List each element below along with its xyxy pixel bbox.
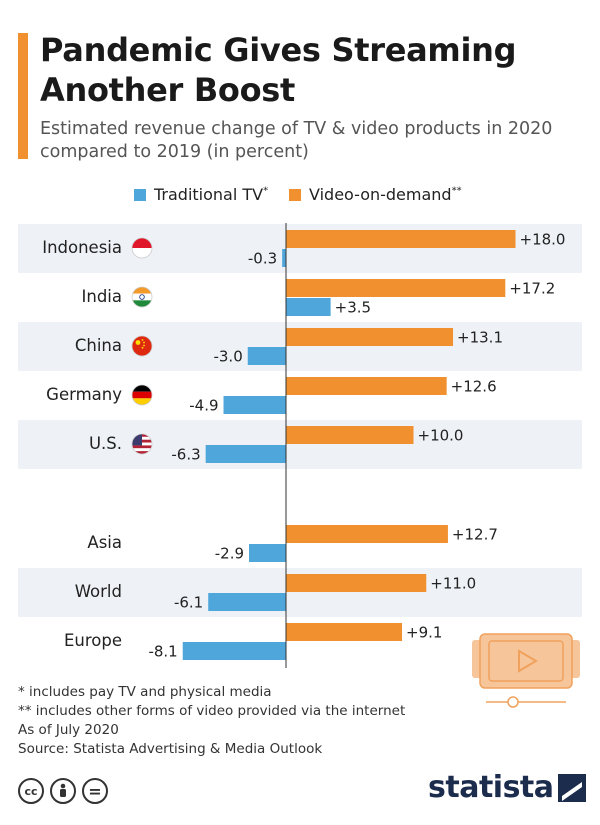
flags — [131, 237, 153, 455]
category-label-0: Indonesia — [42, 238, 122, 257]
us-flag-icon — [131, 433, 153, 455]
bar-traditional-0 — [282, 249, 286, 267]
indonesia-flag-icon — [131, 237, 153, 259]
label-vod-6: +11.0 — [430, 575, 476, 593]
bar-vod-2 — [286, 328, 454, 346]
label-traditional-0: -0.3 — [248, 250, 277, 268]
category-label-6: World — [75, 582, 122, 601]
legend-swatch-vod — [289, 188, 301, 201]
bar-vod-3 — [286, 377, 447, 395]
bar-traditional-4 — [205, 445, 286, 463]
bar-vod-0 — [286, 230, 516, 248]
label-traditional-7: -8.1 — [148, 643, 177, 661]
bar-traditional-2 — [247, 347, 286, 365]
bar-vod-5 — [286, 525, 448, 543]
label-traditional-4: -6.3 — [171, 446, 200, 464]
category-label-3: Germany — [46, 385, 122, 404]
cc-icon[interactable]: cc — [18, 778, 44, 804]
label-traditional-2: -3.0 — [213, 348, 242, 366]
legend-label-traditional: Traditional TV* — [154, 185, 269, 204]
footnote-source: Source: Statista Advertising & Media Out… — [18, 741, 323, 757]
legend-item-traditional: Traditional TV* — [134, 185, 268, 204]
category-label-5: Asia — [87, 533, 122, 552]
category-label-1: India — [82, 287, 123, 306]
category-label-7: Europe — [64, 631, 122, 650]
bar-vod-4 — [286, 426, 414, 444]
footnote-traditional: * includes pay TV and physical media — [18, 684, 272, 700]
bar-traditional-6 — [208, 593, 286, 611]
label-vod-1: +17.2 — [509, 280, 555, 298]
nd-icon[interactable]: = — [82, 778, 108, 804]
license-icons: cc = — [18, 778, 108, 804]
label-vod-2: +13.1 — [457, 329, 503, 347]
footnote-date: As of July 2020 — [18, 722, 119, 738]
statista-logo-text: statista — [428, 770, 554, 805]
bar-vod-6 — [286, 574, 427, 592]
by-icon[interactable] — [50, 778, 76, 804]
legend-item-vod: Video-on-demand** — [289, 185, 462, 204]
germany-flag-icon — [131, 384, 153, 406]
bar-vod-7 — [286, 623, 403, 641]
label-vod-4: +10.0 — [418, 427, 464, 445]
statista-logo[interactable]: statista — [428, 770, 586, 805]
label-traditional-1: +3.5 — [335, 299, 371, 317]
label-traditional-6: -6.1 — [174, 594, 203, 612]
labels: +18.0 -0.3 Indonesia +17.2 +3.5 India +13.1 -3.… — [42, 231, 565, 661]
category-label-2: China — [75, 336, 122, 355]
statista-logo-mark — [557, 773, 586, 802]
label-vod-5: +12.7 — [452, 526, 498, 544]
label-vod-3: +12.6 — [451, 378, 497, 396]
label-vod-7: +9.1 — [406, 624, 442, 642]
bar-traditional-5 — [249, 544, 286, 562]
chart-title: Pandemic Gives Streaming Another Boost — [40, 31, 517, 109]
label-traditional-3: -4.9 — [189, 397, 218, 415]
label-traditional-5: -2.9 — [215, 545, 244, 563]
label-vod-0: +18.0 — [520, 231, 566, 249]
bar-traditional-1 — [286, 298, 331, 316]
bars — [182, 230, 516, 660]
legend-swatch-traditional — [134, 188, 146, 201]
india-flag-icon — [131, 286, 153, 308]
china-flag-icon — [131, 335, 153, 357]
legend-label-vod: Video-on-demand** — [309, 185, 462, 204]
bar-vod-1 — [286, 279, 506, 297]
bar-traditional-3 — [223, 396, 286, 414]
category-label-4: U.S. — [89, 434, 122, 453]
bar-traditional-7 — [182, 642, 286, 660]
footnote-vod: ** includes other forms of video provide… — [18, 703, 406, 719]
video-player-illustration — [472, 633, 580, 708]
chart-subtitle: Estimated revenue change of TV & video p… — [40, 119, 553, 162]
title-accent-bar — [18, 33, 28, 159]
